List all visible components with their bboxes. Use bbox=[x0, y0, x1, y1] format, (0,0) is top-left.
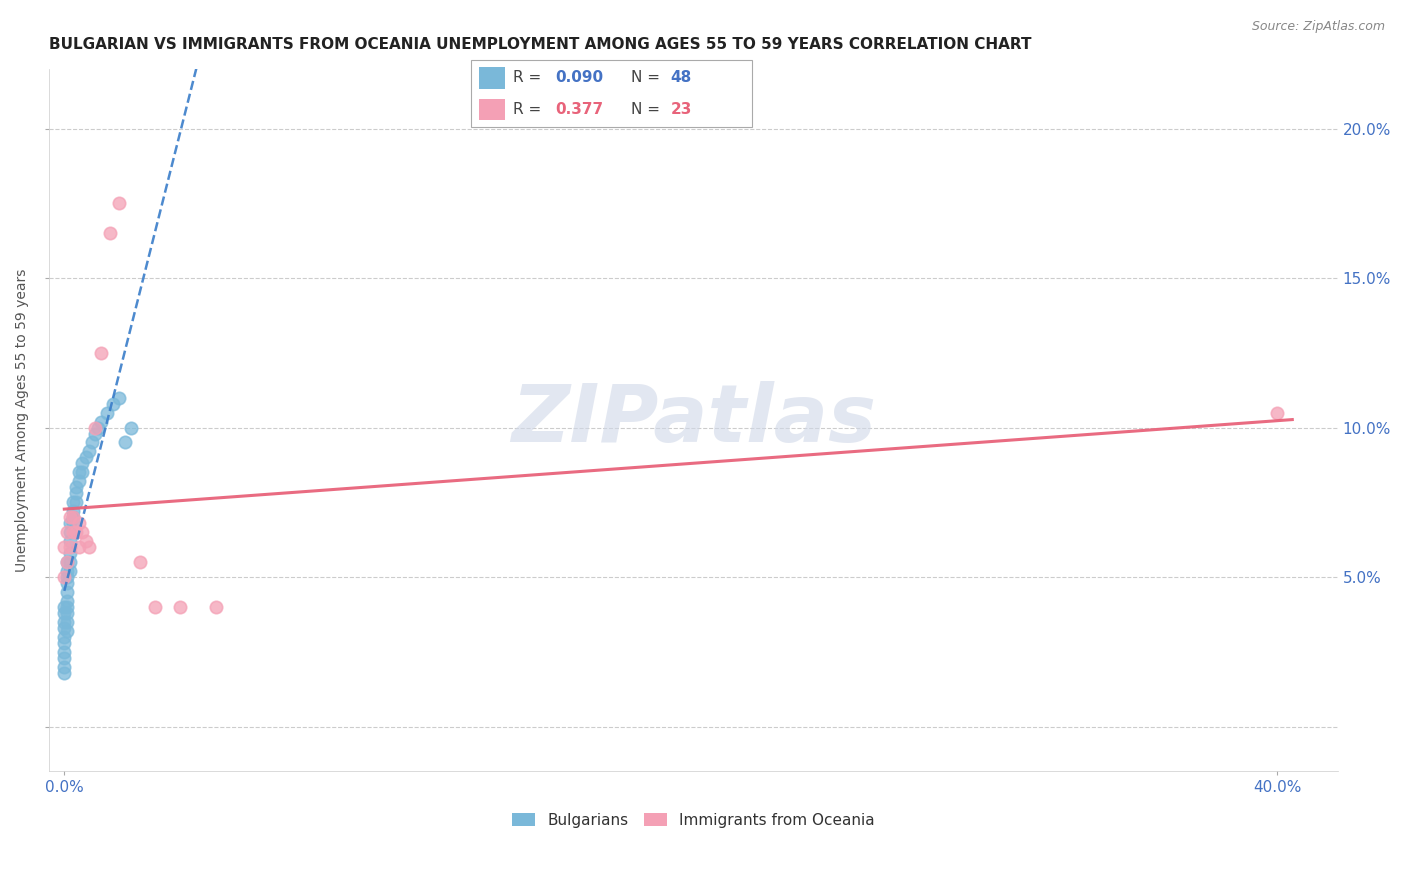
Point bbox=[53, 659, 76, 673]
Point bbox=[90, 415, 112, 429]
Point bbox=[59, 534, 82, 549]
Point bbox=[98, 226, 121, 240]
Point bbox=[120, 420, 142, 434]
Point bbox=[69, 516, 91, 531]
Point bbox=[62, 510, 84, 524]
Point bbox=[53, 599, 76, 614]
Text: 48: 48 bbox=[671, 70, 692, 86]
Y-axis label: Unemployment Among Ages 55 to 59 years: Unemployment Among Ages 55 to 59 years bbox=[15, 268, 30, 572]
Point bbox=[59, 516, 82, 531]
Point bbox=[59, 564, 82, 578]
Text: Source: ZipAtlas.com: Source: ZipAtlas.com bbox=[1251, 20, 1385, 33]
Point bbox=[62, 510, 84, 524]
Point bbox=[56, 576, 79, 591]
Point bbox=[59, 525, 82, 540]
Point bbox=[90, 345, 112, 359]
Point bbox=[56, 606, 79, 620]
Text: R =: R = bbox=[513, 102, 547, 117]
Point bbox=[56, 585, 79, 599]
Point bbox=[80, 435, 103, 450]
Point bbox=[53, 636, 76, 650]
Text: 0.090: 0.090 bbox=[555, 70, 603, 86]
FancyBboxPatch shape bbox=[479, 67, 505, 88]
Point bbox=[75, 534, 97, 549]
Text: R =: R = bbox=[513, 70, 547, 86]
Point bbox=[77, 444, 100, 458]
Point bbox=[1265, 406, 1288, 420]
Point bbox=[53, 665, 76, 680]
Point bbox=[59, 510, 82, 524]
Point bbox=[62, 495, 84, 509]
Point bbox=[53, 630, 76, 644]
Point bbox=[72, 466, 94, 480]
Text: N =: N = bbox=[631, 70, 665, 86]
Text: BULGARIAN VS IMMIGRANTS FROM OCEANIA UNEMPLOYMENT AMONG AGES 55 TO 59 YEARS CORR: BULGARIAN VS IMMIGRANTS FROM OCEANIA UNE… bbox=[49, 37, 1032, 53]
Point bbox=[83, 426, 105, 441]
Point bbox=[205, 599, 228, 614]
Point bbox=[108, 391, 131, 405]
Point bbox=[53, 606, 76, 620]
Point bbox=[53, 540, 76, 554]
Point bbox=[69, 466, 91, 480]
Point bbox=[96, 406, 118, 420]
Point bbox=[56, 599, 79, 614]
Text: ZIPatlas: ZIPatlas bbox=[510, 381, 876, 459]
Point bbox=[169, 599, 191, 614]
Point bbox=[53, 570, 76, 584]
Point bbox=[129, 555, 152, 569]
Point bbox=[69, 475, 91, 489]
Text: 0.377: 0.377 bbox=[555, 102, 603, 117]
Point bbox=[62, 516, 84, 531]
Point bbox=[114, 435, 136, 450]
Text: N =: N = bbox=[631, 102, 665, 117]
Point bbox=[108, 196, 131, 211]
FancyBboxPatch shape bbox=[479, 99, 505, 120]
Point bbox=[101, 396, 124, 410]
Point bbox=[62, 504, 84, 518]
Point bbox=[65, 480, 87, 494]
Point bbox=[86, 420, 108, 434]
Point bbox=[59, 546, 82, 560]
FancyBboxPatch shape bbox=[471, 60, 752, 127]
Point bbox=[53, 621, 76, 635]
Point bbox=[56, 525, 79, 540]
Point bbox=[75, 450, 97, 465]
Point bbox=[56, 615, 79, 629]
Point bbox=[56, 594, 79, 608]
Point bbox=[56, 570, 79, 584]
Point bbox=[59, 540, 82, 554]
Point bbox=[56, 555, 79, 569]
Point bbox=[65, 486, 87, 500]
Point bbox=[56, 555, 79, 569]
Text: 23: 23 bbox=[671, 102, 692, 117]
Legend: Bulgarians, Immigrants from Oceania: Bulgarians, Immigrants from Oceania bbox=[506, 806, 880, 834]
Point bbox=[59, 555, 82, 569]
Point bbox=[72, 525, 94, 540]
Point bbox=[77, 540, 100, 554]
Point bbox=[53, 615, 76, 629]
Point bbox=[65, 525, 87, 540]
Point bbox=[56, 624, 79, 638]
Point bbox=[83, 420, 105, 434]
Point bbox=[143, 599, 166, 614]
Point bbox=[53, 650, 76, 665]
Point bbox=[72, 457, 94, 471]
Point bbox=[53, 645, 76, 659]
Point bbox=[62, 525, 84, 540]
Point bbox=[56, 564, 79, 578]
Point bbox=[65, 495, 87, 509]
Point bbox=[69, 540, 91, 554]
